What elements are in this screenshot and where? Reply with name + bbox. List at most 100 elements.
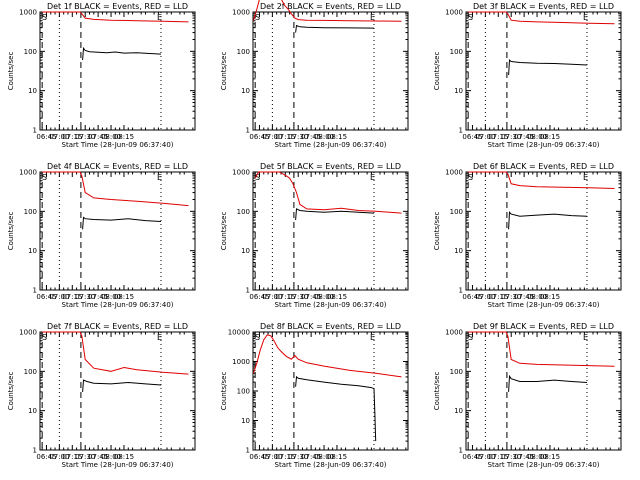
y-axis-label: Counts/sec [433, 52, 441, 91]
x-tick-label: 07:30 [288, 293, 308, 301]
y-tick-label: 1 [459, 287, 463, 295]
plot-frame [465, 171, 622, 291]
y-axis-label: Counts/sec [220, 212, 228, 251]
x-tick-label: 08:00 [527, 133, 547, 141]
x-tick-label: 07:15 [275, 133, 295, 141]
end-marker: E [157, 173, 162, 182]
y-tick-label: 10 [28, 87, 37, 95]
x-tick-label: 06:45 [462, 133, 482, 141]
panel-4: Det 4f BLACK = Events, RED = LLD 1 10 100 10… [7, 162, 196, 309]
y-tick-label: 10 [241, 417, 250, 425]
x-axis-label: Start Time (28-Jun-09 06:37:40) [62, 301, 174, 309]
lld-series-line [468, 11, 615, 25]
x-axis-label: Start Time (28-Jun-09 06:37:40) [488, 461, 600, 469]
panel-7: Det 7f BLACK = Events, RED = LLD 1 10 100 10… [7, 322, 196, 469]
x-tick-label: 07:15 [275, 453, 295, 461]
events-series-line [508, 210, 588, 230]
x-tick-label: 07:30 [501, 293, 521, 301]
end-marker: E [157, 13, 162, 22]
end-marker: E [370, 13, 375, 22]
x-tick-label: 08:15 [540, 133, 560, 141]
events-series-line [82, 379, 162, 392]
y-tick-label: 1 [246, 127, 250, 135]
end-marker: E [370, 333, 375, 342]
y-axis-label: Counts/sec [220, 372, 228, 411]
x-axis-label: Start Time (28-Jun-09 06:37:40) [275, 301, 387, 309]
x-tick-label: 07:30 [75, 453, 95, 461]
y-tick-label: 1000 [232, 9, 250, 17]
x-tick-label: 08:00 [101, 453, 121, 461]
lld-series-line [42, 331, 189, 375]
y-tick-label: 1000 [445, 169, 463, 177]
x-tick-label: 07:45 [88, 453, 108, 461]
x-tick-label: 07:45 [301, 293, 321, 301]
x-tick-label: 07:15 [488, 133, 508, 141]
panel-title: Det 6f BLACK = Events, RED = LLD [473, 162, 614, 171]
start-marker: S [468, 173, 473, 182]
x-tick-label: 07:00 [262, 133, 282, 141]
y-tick-label: 10 [241, 87, 250, 95]
start-marker: S [255, 173, 260, 182]
x-axis-label: Start Time (28-Jun-09 06:37:40) [275, 141, 387, 149]
events-series-line [508, 374, 588, 392]
x-tick-label: 07:00 [475, 293, 495, 301]
lld-series-line [42, 11, 189, 23]
panel-title: Det 3f BLACK = Events, RED = LLD [473, 2, 614, 11]
x-tick-label: 07:00 [49, 453, 69, 461]
end-marker: E [583, 333, 588, 342]
y-tick-label: 100 [450, 48, 463, 56]
end-marker: E [583, 173, 588, 182]
lld-series-line [42, 171, 189, 207]
y-tick-label: 100 [237, 388, 250, 396]
end-marker: E [583, 13, 588, 22]
x-tick-label: 07:00 [475, 133, 495, 141]
panel-title: Det 2f BLACK = Events, RED = LLD [260, 2, 401, 11]
x-tick-label: 08:00 [101, 293, 121, 301]
y-axis-label: Counts/sec [433, 372, 441, 411]
y-tick-label: 1000 [445, 9, 463, 17]
x-tick-label: 07:00 [262, 293, 282, 301]
x-tick-label: 08:00 [314, 453, 334, 461]
events-series-line [82, 46, 162, 61]
y-tick-label: 1000 [19, 9, 37, 17]
x-tick-label: 07:00 [49, 133, 69, 141]
start-marker: S [42, 13, 47, 22]
x-tick-label: 07:45 [301, 133, 321, 141]
end-marker: E [157, 333, 162, 342]
start-marker: S [42, 333, 47, 342]
lld-series-line [468, 331, 615, 367]
y-tick-label: 100 [450, 368, 463, 376]
lld-series-line [252, 334, 402, 378]
x-tick-label: 07:00 [475, 453, 495, 461]
x-tick-label: 08:00 [101, 133, 121, 141]
x-tick-label: 06:45 [249, 293, 269, 301]
panel-title: Det 9f BLACK = Events, RED = LLD [473, 322, 614, 331]
y-tick-label: 10 [454, 87, 463, 95]
panel-5: Det 5f BLACK = Events, RED = LLD 1 10 100 10… [220, 162, 409, 309]
y-axis-label: Counts/sec [7, 52, 15, 91]
plot-frame [465, 11, 622, 131]
events-series-line [508, 59, 588, 76]
panel-title: Det 1f BLACK = Events, RED = LLD [47, 2, 188, 11]
x-tick-label: 07:30 [501, 453, 521, 461]
x-tick-label: 08:00 [314, 133, 334, 141]
x-tick-label: 08:15 [540, 453, 560, 461]
x-tick-label: 07:00 [262, 453, 282, 461]
start-marker: S [468, 13, 473, 22]
y-tick-label: 10 [28, 407, 37, 415]
lld-series-line [254, 171, 402, 214]
lld-series-line [468, 171, 615, 189]
y-tick-label: 1000 [232, 358, 250, 366]
panel-9: Det 9f BLACK = Events, RED = LLD 1 10 100 10… [433, 322, 622, 469]
x-axis-label: Start Time (28-Jun-09 06:37:40) [488, 141, 600, 149]
plot-frame [465, 331, 622, 451]
x-tick-label: 07:30 [288, 133, 308, 141]
panel-3: Det 3f BLACK = Events, RED = LLD 1 10 100 10… [433, 2, 622, 149]
x-tick-label: 07:30 [75, 133, 95, 141]
x-tick-label: 07:45 [514, 453, 534, 461]
panel-title: Det 7f BLACK = Events, RED = LLD [47, 322, 188, 331]
x-tick-label: 08:00 [527, 453, 547, 461]
events-series-line [295, 24, 375, 33]
x-tick-label: 07:30 [501, 133, 521, 141]
